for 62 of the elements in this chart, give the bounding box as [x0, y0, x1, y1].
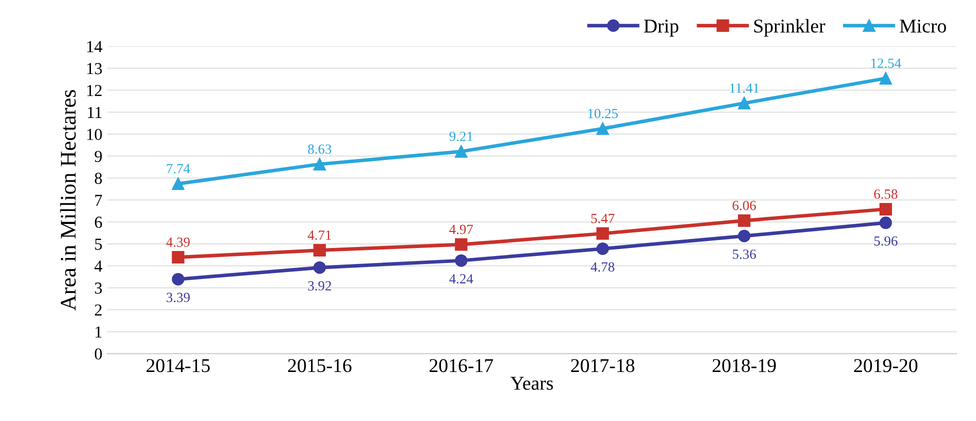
point	[454, 254, 468, 267]
point	[172, 251, 184, 264]
data-label: 5.47	[591, 214, 614, 224]
y-tick-label: 14	[87, 41, 102, 52]
point	[172, 272, 184, 286]
data-label: 9.21	[449, 132, 472, 142]
y-tick-label: 8	[94, 172, 102, 184]
y-tick-label: 5	[95, 238, 102, 250]
y-tick-label: 13	[87, 63, 102, 74]
data-label: 6.06	[732, 200, 756, 210]
data-label: 5.96	[874, 236, 898, 246]
y-tick-label: 10	[87, 128, 102, 140]
data-label: 4.97	[449, 224, 473, 234]
x-tick-label: 2019-20	[854, 359, 918, 372]
data-label: 12.54	[871, 58, 902, 68]
point	[596, 242, 609, 255]
data-label: 3.92	[308, 281, 332, 291]
point	[454, 145, 468, 158]
point	[313, 158, 326, 170]
point	[172, 177, 184, 190]
point	[596, 122, 609, 135]
y-tick-label: 3	[94, 282, 102, 294]
point	[738, 96, 750, 110]
data-label: 4.78	[590, 262, 614, 272]
data-label: 11.41	[730, 83, 759, 93]
x-tick-label: 2015-16	[288, 359, 352, 372]
y-tick-label: 4	[94, 260, 102, 272]
y-axis-title: Area in Million Hectares	[60, 90, 76, 311]
legend-label: Sprinkler	[754, 18, 826, 37]
point	[738, 214, 750, 227]
data-label: 4.71	[308, 230, 331, 240]
y-tick-label: 7	[95, 194, 102, 206]
y-tick-label: 11	[88, 106, 102, 118]
legend-label: Micro	[900, 20, 946, 33]
legend-label: Drip	[644, 20, 678, 37]
data-label: 3.39	[166, 292, 190, 302]
point	[596, 227, 609, 240]
data-label: 7.74	[166, 164, 190, 174]
point	[313, 261, 326, 274]
y-tick-label: 0	[94, 348, 102, 360]
data-label: 4.39	[166, 238, 190, 247]
point	[313, 244, 326, 256]
y-tick-label: 9	[94, 150, 102, 162]
point	[879, 72, 892, 85]
y-tick-label: 12	[87, 84, 102, 96]
point	[454, 238, 468, 251]
y-tick-label: 6	[94, 216, 102, 228]
x-axis-title: Years	[510, 376, 553, 390]
data-label: 8.63	[308, 144, 332, 154]
data-label: 10.25	[588, 108, 618, 118]
x-tick-label: 2016-17	[430, 359, 494, 372]
point	[879, 216, 892, 230]
x-tick-label: 2014-15	[146, 359, 210, 372]
data-label: 6.58	[874, 189, 898, 199]
y-tick-label: 2	[94, 304, 102, 316]
point	[879, 202, 892, 216]
y-tick-label: 1	[96, 326, 102, 338]
point	[738, 230, 750, 242]
data-label: 5.36	[732, 250, 756, 259]
x-tick-label: 2017-18	[571, 359, 634, 372]
x-tick-label: 2018-19	[712, 359, 776, 372]
data-label: 4.24	[449, 274, 474, 284]
